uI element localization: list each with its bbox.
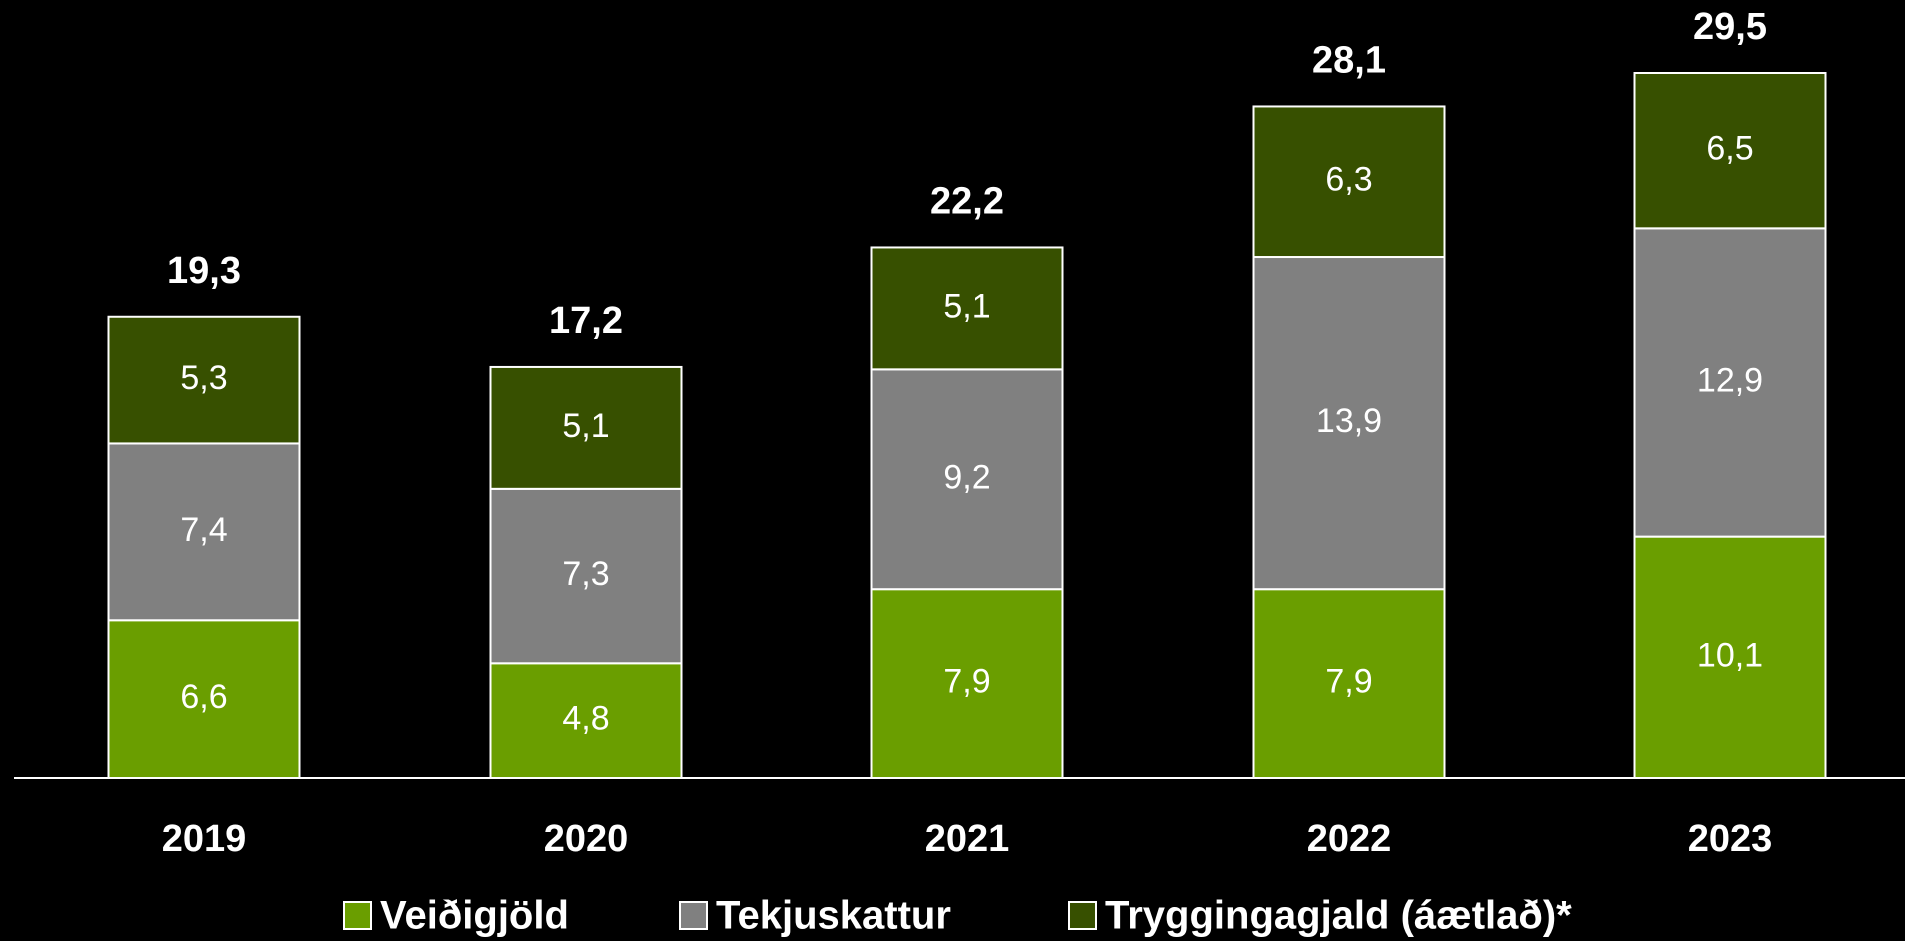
bar-segment xyxy=(107,315,301,445)
bar-segment xyxy=(489,662,683,780)
value-label: 5,3 xyxy=(180,359,227,397)
bar-segment xyxy=(1252,105,1446,259)
bar-segment xyxy=(489,365,683,490)
legend-label: Tryggingagjald (áætlað)* xyxy=(1105,894,1572,938)
bar-segment xyxy=(1252,256,1446,591)
bar-segment xyxy=(107,619,301,779)
value-label: 7,9 xyxy=(1325,663,1372,701)
bar-segment xyxy=(107,442,301,622)
value-label: 10,1 xyxy=(1697,636,1763,674)
total-label: 22,2 xyxy=(930,180,1004,222)
x-tick-label: 2019 xyxy=(162,818,247,860)
value-label: 5,1 xyxy=(943,287,990,325)
bar-segment xyxy=(870,588,1064,779)
value-label: 6,3 xyxy=(1325,161,1372,199)
legend-swatch xyxy=(679,901,708,930)
value-label: 7,3 xyxy=(562,555,609,593)
bar-segment xyxy=(489,487,683,665)
total-label: 29,5 xyxy=(1693,6,1767,48)
value-label: 6,6 xyxy=(180,678,227,716)
legend-label: Tekjuskattur xyxy=(716,894,951,938)
value-label: 5,1 xyxy=(562,407,609,445)
value-label: 6,5 xyxy=(1706,130,1753,168)
x-tick-label: 2020 xyxy=(544,818,629,860)
value-label: 13,9 xyxy=(1316,402,1382,440)
bar-segment xyxy=(870,246,1064,371)
x-tick-label: 2021 xyxy=(925,818,1010,860)
legend-label: Veiðigjöld xyxy=(380,894,569,938)
bar-segment xyxy=(1252,588,1446,779)
value-label: 7,9 xyxy=(943,663,990,701)
total-label: 28,1 xyxy=(1312,39,1386,81)
legend-swatch xyxy=(1068,901,1097,930)
x-tick-label: 2022 xyxy=(1307,818,1392,860)
value-label: 12,9 xyxy=(1697,361,1763,399)
total-label: 19,3 xyxy=(167,250,241,292)
x-tick-label: 2023 xyxy=(1688,818,1773,860)
value-label: 9,2 xyxy=(943,458,990,496)
value-label: 7,4 xyxy=(180,511,227,549)
bar-segment xyxy=(1633,72,1827,230)
total-label: 17,2 xyxy=(549,300,623,342)
value-label: 4,8 xyxy=(562,700,609,738)
bar-segment xyxy=(1633,227,1827,538)
legend-swatch xyxy=(343,901,372,930)
bar-segment xyxy=(1633,535,1827,780)
bar-segment xyxy=(870,368,1064,591)
